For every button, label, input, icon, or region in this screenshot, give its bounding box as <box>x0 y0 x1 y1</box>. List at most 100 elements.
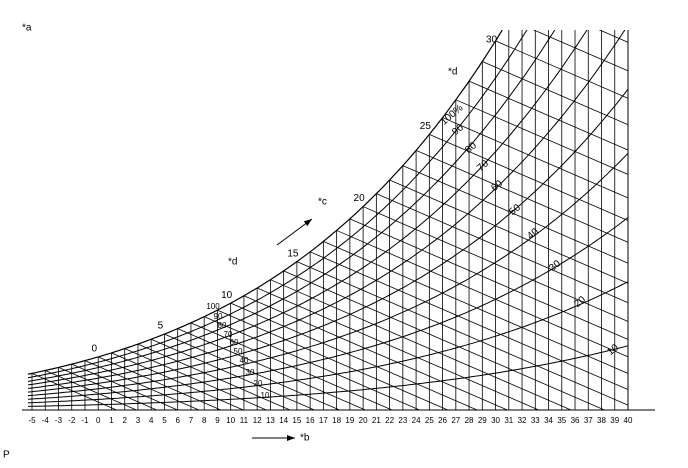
x-tick-label: -4 <box>42 416 50 425</box>
x-tick-label: 27 <box>451 416 460 425</box>
saturation-label: 10 <box>221 290 233 301</box>
x-tick-label: 13 <box>266 416 275 425</box>
wet-bulb-line <box>270 279 572 410</box>
x-tick-label: 16 <box>306 416 315 425</box>
rh-curve <box>28 30 528 379</box>
label-d-left: *d <box>228 257 237 268</box>
x-tick-label: 38 <box>597 416 606 425</box>
wet-bulb-line <box>376 193 628 304</box>
x-tick-label: -3 <box>55 416 63 425</box>
wet-bulb-line <box>283 270 605 410</box>
rh-label-left: 50 <box>234 347 243 356</box>
wet-bulb-line <box>124 348 267 410</box>
x-tick-label: 12 <box>253 416 262 425</box>
wet-bulb-line <box>455 99 628 175</box>
x-tick-label: 4 <box>149 416 154 425</box>
x-tick-label: 25 <box>425 416 434 425</box>
x-tick-label: 1 <box>109 416 114 425</box>
rh-label-right: 30 <box>547 258 563 274</box>
x-tick-label: 3 <box>136 416 141 425</box>
x-tick-label: 22 <box>385 416 394 425</box>
wet-bulb-line <box>402 165 628 264</box>
x-tick-label: 39 <box>610 416 619 425</box>
x-tick-label: 0 <box>96 416 101 425</box>
x-tick-label: 18 <box>332 416 341 425</box>
rh-curve <box>28 152 628 397</box>
x-tick-label: 7 <box>189 416 194 425</box>
wet-bulb-line <box>415 150 628 243</box>
wet-bulb-line <box>243 295 508 410</box>
saturation-label: 0 <box>91 344 97 355</box>
rh-curve <box>28 281 628 404</box>
rh-curve <box>28 30 503 375</box>
label-d-right: *d <box>448 67 457 78</box>
x-tick-label: -1 <box>81 416 89 425</box>
label-p: P <box>3 450 10 461</box>
rh-label-left: 90 <box>214 312 223 321</box>
x-tick-label: 31 <box>504 416 513 425</box>
wet-bulb-line <box>204 316 420 410</box>
rh-label-right: 80 <box>463 140 479 156</box>
wet-bulb-line <box>230 302 478 410</box>
x-tick-label: 26 <box>438 416 447 425</box>
x-tick-label: 35 <box>557 416 566 425</box>
wet-bulb-line <box>532 30 628 72</box>
rh-label-left: 30 <box>246 368 255 377</box>
rh-curve <box>28 30 626 389</box>
label-a: *a <box>22 23 32 34</box>
x-tick-label: 37 <box>584 416 593 425</box>
label-c: *c <box>318 197 327 208</box>
x-tick-label: -2 <box>68 416 76 425</box>
rh-label-left: 20 <box>254 379 263 388</box>
rh-label-left: 70 <box>224 330 233 339</box>
wet-bulb-line <box>336 230 628 358</box>
rh-curve <box>28 345 628 407</box>
rh-label-right: 10 <box>605 342 621 358</box>
x-tick-label: 15 <box>292 416 301 425</box>
plot-area <box>28 0 688 410</box>
rh-curve <box>28 30 588 386</box>
wet-bulb-line <box>217 309 448 410</box>
wet-bulb-line <box>482 61 628 126</box>
label-b: *b <box>300 433 310 444</box>
x-tick-label: 36 <box>571 416 580 425</box>
x-tick-label: 29 <box>478 416 487 425</box>
wet-bulb-line <box>296 261 628 406</box>
x-tick-label: 20 <box>359 416 368 425</box>
x-tick-label: 24 <box>412 416 421 425</box>
wet-bulb-line <box>323 241 628 374</box>
saturation-label: 15 <box>287 248 299 259</box>
rh-curve <box>28 30 556 382</box>
wet-bulb-line <box>389 179 628 284</box>
x-tick-label: 40 <box>624 416 633 425</box>
wet-bulb-line <box>256 287 539 410</box>
saturation-label: 25 <box>420 121 432 132</box>
x-tick-label: 17 <box>319 416 328 425</box>
wet-bulb-line <box>45 370 137 410</box>
x-tick-label: 5 <box>162 416 167 425</box>
wet-bulb-line <box>429 134 628 221</box>
wet-bulb-line <box>549 0 688 39</box>
saturation-label: 5 <box>158 321 164 332</box>
x-tick-label: 11 <box>240 416 249 425</box>
x-tick-label: 10 <box>226 416 235 425</box>
rh-label-left: 100 <box>206 302 220 311</box>
x-tick-label: 8 <box>202 416 207 425</box>
x-tick-label: 21 <box>372 416 381 425</box>
x-tick-label: 6 <box>175 416 180 425</box>
wet-bulb-line <box>309 251 628 391</box>
x-tick-label: 32 <box>518 416 527 425</box>
wet-bulb-line <box>598 30 628 43</box>
wet-bulb-line <box>137 343 291 410</box>
wet-bulb-line <box>151 338 315 410</box>
saturation-label: 30 <box>486 35 498 46</box>
x-tick-label: 23 <box>398 416 407 425</box>
x-tick-label: 33 <box>531 416 540 425</box>
rh-label-left: 40 <box>240 356 249 365</box>
x-tick-label: 9 <box>215 416 220 425</box>
x-tick-label: 2 <box>122 416 127 425</box>
rh-label-left: 10 <box>261 391 270 400</box>
rh-label-left: 60 <box>230 338 239 347</box>
x-tick-label: 30 <box>491 416 500 425</box>
